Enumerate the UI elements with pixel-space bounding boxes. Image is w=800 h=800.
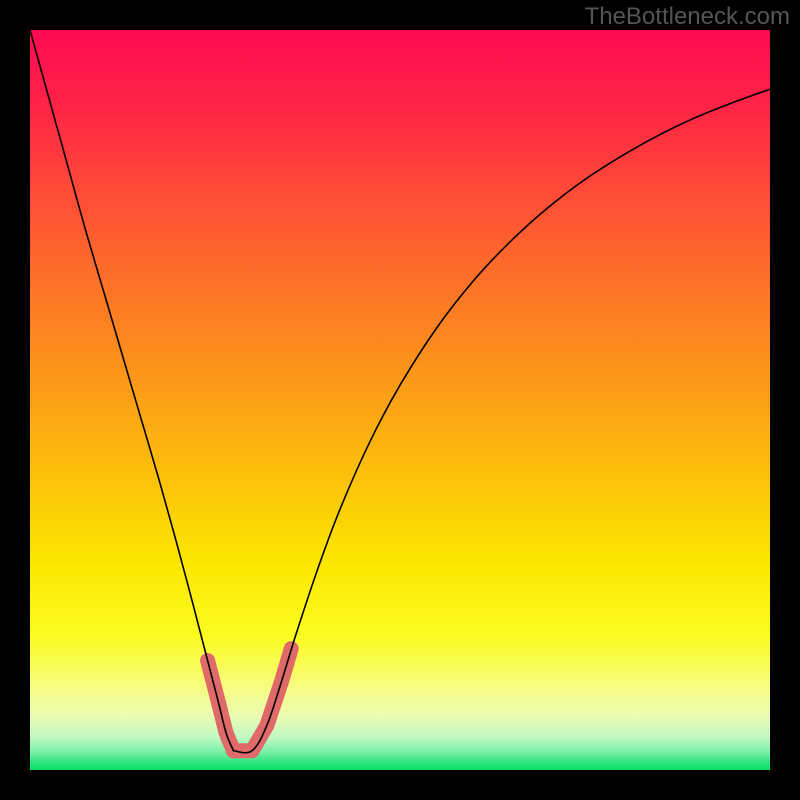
gradient-panel bbox=[30, 30, 770, 770]
chart-stage: TheBottleneck.com bbox=[0, 0, 800, 800]
chart-svg bbox=[0, 0, 800, 800]
